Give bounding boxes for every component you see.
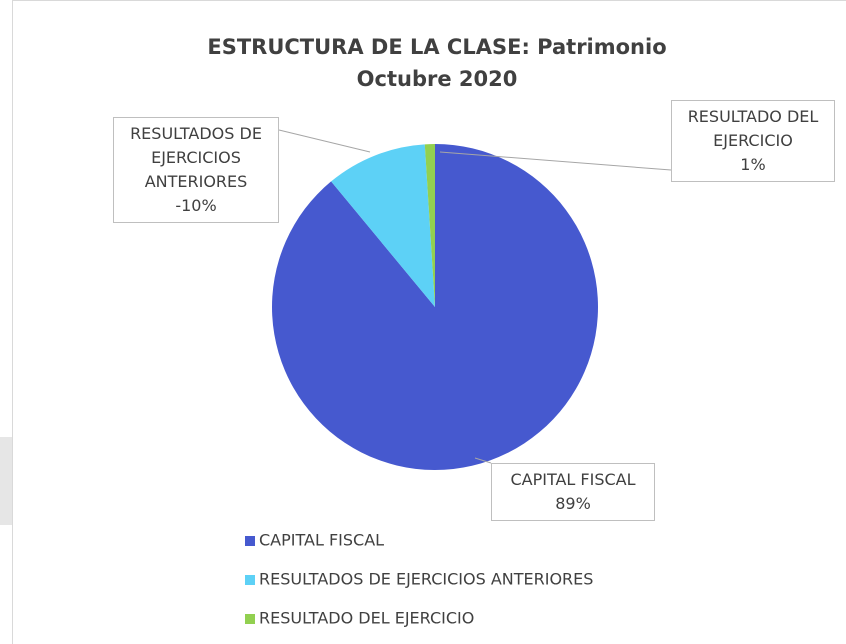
data-label-value: 1% xyxy=(740,155,766,174)
legend-swatch xyxy=(245,575,255,585)
pie-slice xyxy=(331,144,435,307)
data-label-name: RESULTADO DEL EJERCICIO xyxy=(687,107,819,150)
leader-line xyxy=(278,129,371,153)
leader-lines xyxy=(278,129,672,464)
legend-label: RESULTADO DEL EJERCICIO xyxy=(259,609,474,628)
background-strip xyxy=(0,437,12,525)
data-label-name: RESULTADOS DE EJERCICIOS ANTERIORES xyxy=(130,124,262,191)
legend-label: CAPITAL FISCAL xyxy=(259,531,384,550)
data-label-value: -10% xyxy=(175,196,217,215)
legend: CAPITAL FISCAL RESULTADOS DE EJERCICIOS A… xyxy=(245,531,593,628)
pie-slice xyxy=(424,144,435,307)
legend-label: RESULTADOS DE EJERCICIOS ANTERIORES xyxy=(259,570,593,589)
leader-line xyxy=(439,151,672,171)
data-label: RESULTADO DEL EJERCICIO 1% xyxy=(671,100,835,182)
leader-line xyxy=(474,457,492,464)
chart-subtitle: Octubre 2020 xyxy=(357,67,518,91)
data-label-name: CAPITAL FISCAL xyxy=(510,470,636,489)
data-label-value: 89% xyxy=(555,494,591,513)
legend-swatch xyxy=(245,614,255,624)
data-label: CAPITAL FISCAL 89% xyxy=(491,463,655,521)
data-label: RESULTADOS DE EJERCICIOS ANTERIORES -10% xyxy=(113,117,279,223)
chart-border xyxy=(12,0,846,644)
legend-swatch xyxy=(245,536,255,546)
pie xyxy=(272,144,598,470)
chart-title: ESTRUCTURA DE LA CLASE: Patrimonio xyxy=(207,35,666,59)
